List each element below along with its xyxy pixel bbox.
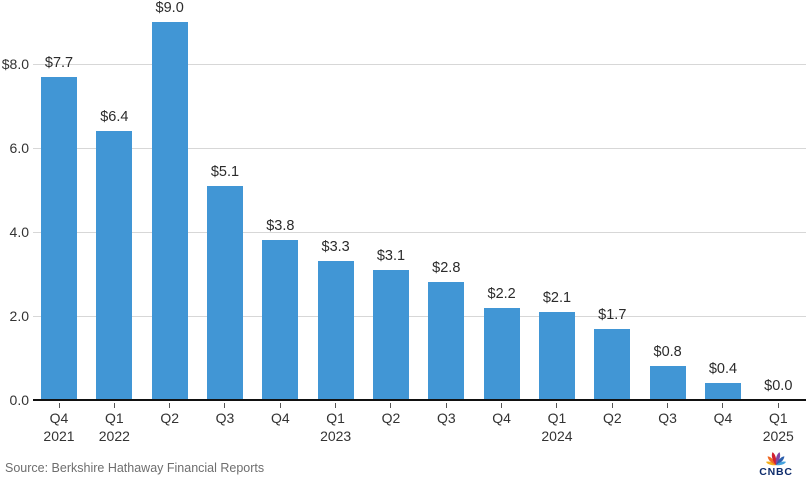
x-axis-tick [224,403,226,408]
x-axis-quarter-label: Q1 [547,410,567,426]
bar-value-label: $3.3 [321,239,350,255]
x-axis-tick [279,403,281,408]
x-axis-line [33,399,806,401]
bar-value-label: $0.8 [653,344,682,360]
bar [483,308,520,400]
x-axis-quarter-label: Q3 [436,410,456,426]
x-axis-quarter-label: Q4 [49,410,69,426]
peacock-feather [771,452,777,466]
x-axis-quarter-label: Q4 [713,410,733,426]
bar [206,186,243,400]
peacock-icon [765,452,787,466]
gridline [33,231,806,233]
bar-value-label: $7.7 [44,55,74,71]
y-axis-tick-label: 2.0 [9,308,29,324]
x-axis-tick [58,403,60,408]
x-axis-tick [501,403,503,408]
x-axis-tick [611,403,613,408]
peacock-feather [776,456,785,466]
bar [96,131,133,400]
x-axis-year-label: 2021 [43,428,75,444]
peacock-feather [767,456,776,466]
gridline [33,147,806,149]
y-axis-tick-label: 6.0 [9,140,29,156]
cnbc-logo: CNBC [753,446,799,478]
bar [151,22,188,400]
x-axis-tick [169,403,171,408]
bar [428,282,465,400]
bar [372,270,409,400]
x-axis-quarter-label: Q3 [658,410,677,426]
bar-value-label: $3.8 [266,218,295,234]
bar [41,77,77,400]
bar [317,261,354,400]
bar-value-label: $3.1 [376,248,406,264]
peacock-feather [765,461,776,466]
bar [649,366,686,400]
bar [538,312,575,400]
y-axis-tick-label: 0.0 [9,392,29,408]
bar-value-label: $2.8 [432,260,461,276]
x-axis-tick [390,403,392,408]
bar-value-label: $2.2 [487,286,516,302]
x-axis-tick [335,403,337,408]
peacock-feather [776,461,787,466]
source-attribution: Source: Berkshire Hathaway Financial Rep… [5,461,265,475]
bar [594,329,631,400]
peacock-feather [775,452,781,466]
x-axis-year-label: 2024 [541,428,573,444]
x-axis-tick [667,403,669,408]
gridline [33,63,806,65]
bar-value-label: $0.0 [764,378,793,394]
x-axis-tick [722,403,724,408]
x-axis-tick [777,403,779,408]
x-axis-tick [556,403,558,408]
x-axis-quarter-label: Q4 [270,410,290,426]
y-axis-tick-label: $8.0 [1,56,29,72]
gridline [33,315,806,317]
bar-value-label: $6.4 [100,109,129,125]
x-axis-quarter-label: Q1 [326,410,345,426]
x-axis-quarter-label: Q1 [768,410,788,426]
x-axis-tick [113,403,115,408]
x-axis-quarter-label: Q4 [492,410,511,426]
cnbc-logo-text: CNBC [759,466,793,478]
x-axis-year-label: 2022 [98,428,130,444]
bar-value-label: $1.7 [598,307,627,323]
x-axis-year-label: 2023 [320,428,352,444]
bar-value-label: $0.4 [708,361,738,377]
bar [262,240,299,400]
x-axis-quarter-label: Q1 [104,410,124,426]
bar [704,383,741,400]
x-axis-quarter-label: Q2 [160,410,179,426]
x-axis-quarter-label: Q2 [381,410,401,426]
bar-value-label: $5.1 [210,164,240,180]
y-axis-tick-label: 4.0 [9,224,29,240]
x-axis-quarter-label: Q3 [215,410,235,426]
x-axis-year-label: 2025 [762,428,794,444]
x-axis-tick [445,403,447,408]
x-axis-quarter-label: Q2 [602,410,622,426]
bar-value-label: $2.1 [542,290,572,306]
bar-value-label: $9.0 [155,0,184,16]
